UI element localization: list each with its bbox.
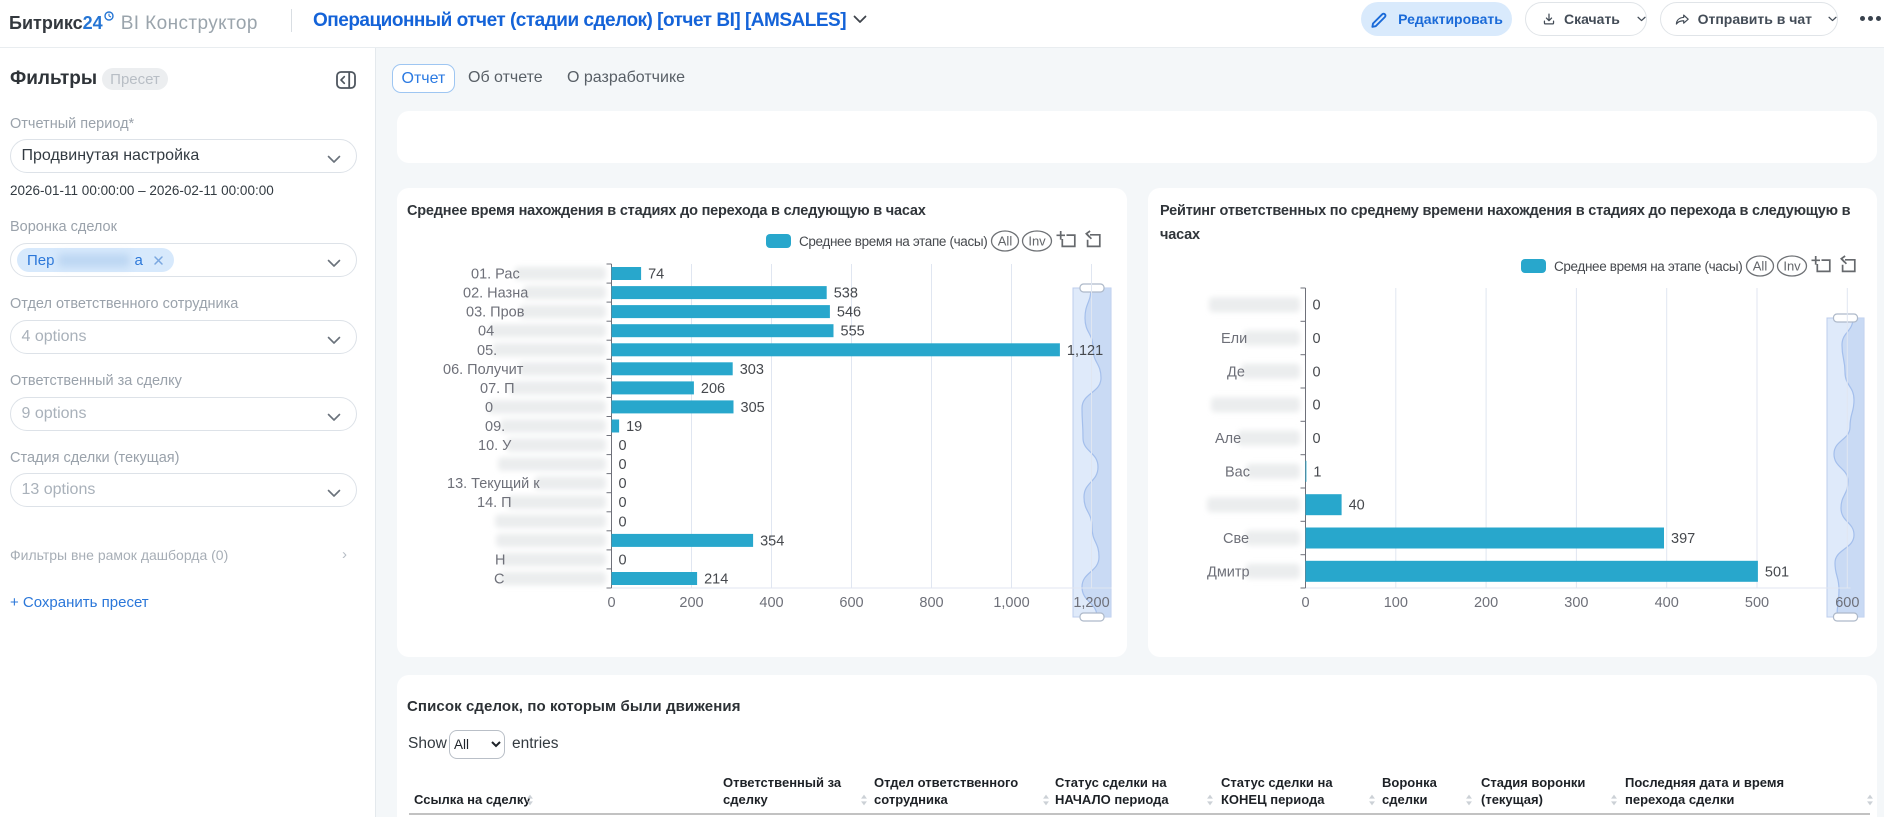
svg-text:200: 200	[1474, 595, 1498, 611]
svg-text:Све: Све	[1223, 531, 1249, 547]
svg-text:10. У: 10. У	[478, 438, 512, 454]
svg-text:Ели: Ели	[1221, 331, 1247, 347]
svg-text:Де: Де	[1227, 364, 1245, 380]
svg-text:09.: 09.	[485, 419, 505, 435]
svg-text:07. П: 07. П	[480, 381, 515, 397]
svg-text:0: 0	[619, 495, 627, 511]
svg-text:300: 300	[1564, 595, 1588, 611]
svg-text:0: 0	[619, 514, 627, 530]
svg-text:305: 305	[741, 400, 765, 416]
svg-text:Inv: Inv	[1028, 234, 1046, 249]
svg-text:354: 354	[760, 533, 784, 549]
svg-text:01. Рас: 01. Рас	[471, 267, 520, 283]
svg-text:Среднее время на этапе (часы): Среднее время на этапе (часы)	[1554, 259, 1742, 274]
svg-text:19: 19	[626, 419, 642, 435]
svg-text:555: 555	[841, 324, 865, 340]
svg-text:0: 0	[619, 552, 627, 568]
svg-text:Inv: Inv	[1783, 259, 1801, 274]
svg-text:All: All	[1753, 259, 1768, 274]
svg-text:303: 303	[740, 362, 764, 378]
svg-text:0: 0	[1313, 398, 1321, 414]
svg-text:0: 0	[619, 476, 627, 492]
svg-text:0: 0	[485, 400, 493, 416]
svg-text:74: 74	[648, 267, 664, 283]
svg-text:Вас: Вас	[1225, 464, 1250, 480]
svg-text:Среднее время на этапе (часы): Среднее время на этапе (часы)	[799, 234, 987, 249]
svg-text:All: All	[998, 234, 1013, 249]
svg-text:0: 0	[1313, 298, 1321, 314]
svg-text:397: 397	[1671, 531, 1695, 547]
svg-text:400: 400	[1655, 595, 1679, 611]
svg-text:800: 800	[919, 595, 943, 611]
svg-text:214: 214	[704, 572, 728, 588]
svg-text:100: 100	[1384, 595, 1408, 611]
svg-text:С: С	[494, 572, 504, 588]
svg-text:05.: 05.	[477, 343, 497, 359]
svg-text:0: 0	[619, 438, 627, 454]
svg-text:600: 600	[839, 595, 863, 611]
svg-text:538: 538	[834, 286, 858, 302]
svg-text:1,121: 1,121	[1067, 343, 1103, 359]
svg-text:14. П: 14. П	[477, 495, 512, 511]
svg-text:0: 0	[1313, 431, 1321, 447]
svg-text:02. Назна: 02. Назна	[463, 286, 529, 302]
svg-text:501: 501	[1765, 564, 1789, 580]
svg-text:Дмитр: Дмитр	[1207, 564, 1250, 580]
svg-text:0: 0	[1301, 595, 1309, 611]
svg-text:0: 0	[619, 457, 627, 473]
svg-text:40: 40	[1349, 498, 1365, 514]
svg-text:06. Получит: 06. Получит	[443, 362, 524, 378]
svg-text:13. Текущий к: 13. Текущий к	[447, 476, 540, 492]
svg-text:1,000: 1,000	[993, 595, 1029, 611]
svg-text:0: 0	[607, 595, 615, 611]
svg-text:1,200: 1,200	[1073, 595, 1109, 611]
svg-text:04: 04	[478, 324, 494, 340]
svg-text:Але: Але	[1215, 431, 1241, 447]
svg-text:0: 0	[1313, 364, 1321, 380]
svg-text:500: 500	[1745, 595, 1769, 611]
svg-text:600: 600	[1835, 595, 1859, 611]
svg-text:03. Пров: 03. Пров	[466, 305, 525, 321]
svg-text:0: 0	[1313, 331, 1321, 347]
svg-text:400: 400	[759, 595, 783, 611]
svg-text:200: 200	[679, 595, 703, 611]
svg-text:546: 546	[837, 305, 861, 321]
svg-text:206: 206	[701, 381, 725, 397]
svg-text:Н: Н	[495, 552, 505, 568]
svg-text:1: 1	[1313, 464, 1321, 480]
